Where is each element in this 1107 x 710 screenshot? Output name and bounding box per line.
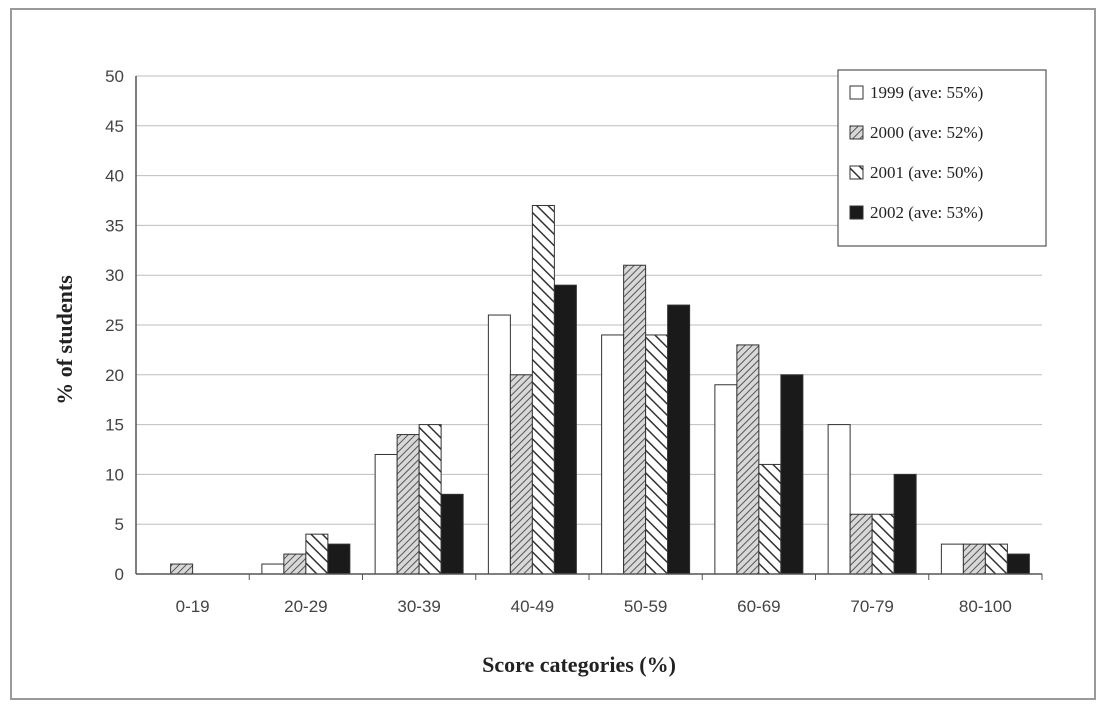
legend-label: 2000 (ave: 52%) [870,123,983,142]
y-tick-label: 45 [105,117,124,136]
x-tick-label: 70-79 [850,597,893,616]
x-tick-label: 30-39 [397,597,440,616]
bar [601,334,625,575]
x-tick-label: 40-49 [511,597,554,616]
legend-label: 2001 (ave: 50%) [870,163,983,182]
bar [440,493,464,575]
bar [1006,553,1030,575]
y-tick-label: 50 [105,67,124,86]
bar [553,284,577,575]
y-tick-label: 0 [115,565,124,584]
y-axis-title: % of students [52,275,77,405]
x-axis-title: Score categories (%) [482,652,676,677]
bar [283,553,307,575]
legend-box [837,69,1047,247]
bar [531,204,555,575]
bar [962,543,986,575]
y-tick-label: 25 [105,316,124,335]
bar-chart: 0 5 10 15 20 25 30 35 40 45 50 0-19 20-29 30-39 40-49 5… [52,67,1047,677]
x-tick-label: 80-100 [959,597,1012,616]
bars [170,204,1030,575]
bar [305,533,329,575]
tick-labels: 0 5 10 15 20 25 30 35 40 45 50 0-19 20-29 30-39 40-49 5… [105,67,1012,616]
legend-swatch [849,205,864,220]
bar [667,304,691,575]
bar [984,543,1008,575]
bar [645,334,669,575]
bar [827,424,851,575]
x-tick-label: 50-59 [624,597,667,616]
y-tick-label: 10 [105,465,124,484]
y-tick-label: 40 [105,167,124,186]
bar [780,374,804,575]
bar [714,384,738,575]
bar [736,344,760,575]
bar [374,453,398,575]
bar [940,543,964,575]
bar [509,374,533,575]
bar [487,314,511,575]
legend-swatch [849,165,864,180]
y-tick-label: 20 [105,366,124,385]
x-tick-label: 60-69 [737,597,780,616]
bar [396,434,420,575]
axes [135,76,1043,580]
bar [623,264,647,575]
legend: 1999 (ave: 55%) 2000 (ave: 52%) 2001 (ave:… [837,69,1047,247]
chart-frame: 0 5 10 15 20 25 30 35 40 45 50 0-19 20-29 30-39 40-49 5… [10,8,1096,700]
y-tick-label: 15 [105,416,124,435]
bar [849,513,873,575]
bar [170,563,194,575]
legend-swatch [849,85,864,100]
bar [871,513,895,575]
legend-swatch [849,125,864,140]
x-tick-label: 0-19 [176,597,210,616]
bar [418,424,442,575]
legend-label: 1999 (ave: 55%) [870,83,983,102]
bar [893,473,917,575]
bar [327,543,351,575]
y-tick-label: 5 [115,515,124,534]
y-tick-label: 30 [105,266,124,285]
legend-label: 2002 (ave: 53%) [870,203,983,222]
bar [758,463,782,575]
y-tick-label: 35 [105,216,124,235]
bar [261,563,285,575]
x-tick-label: 20-29 [284,597,327,616]
